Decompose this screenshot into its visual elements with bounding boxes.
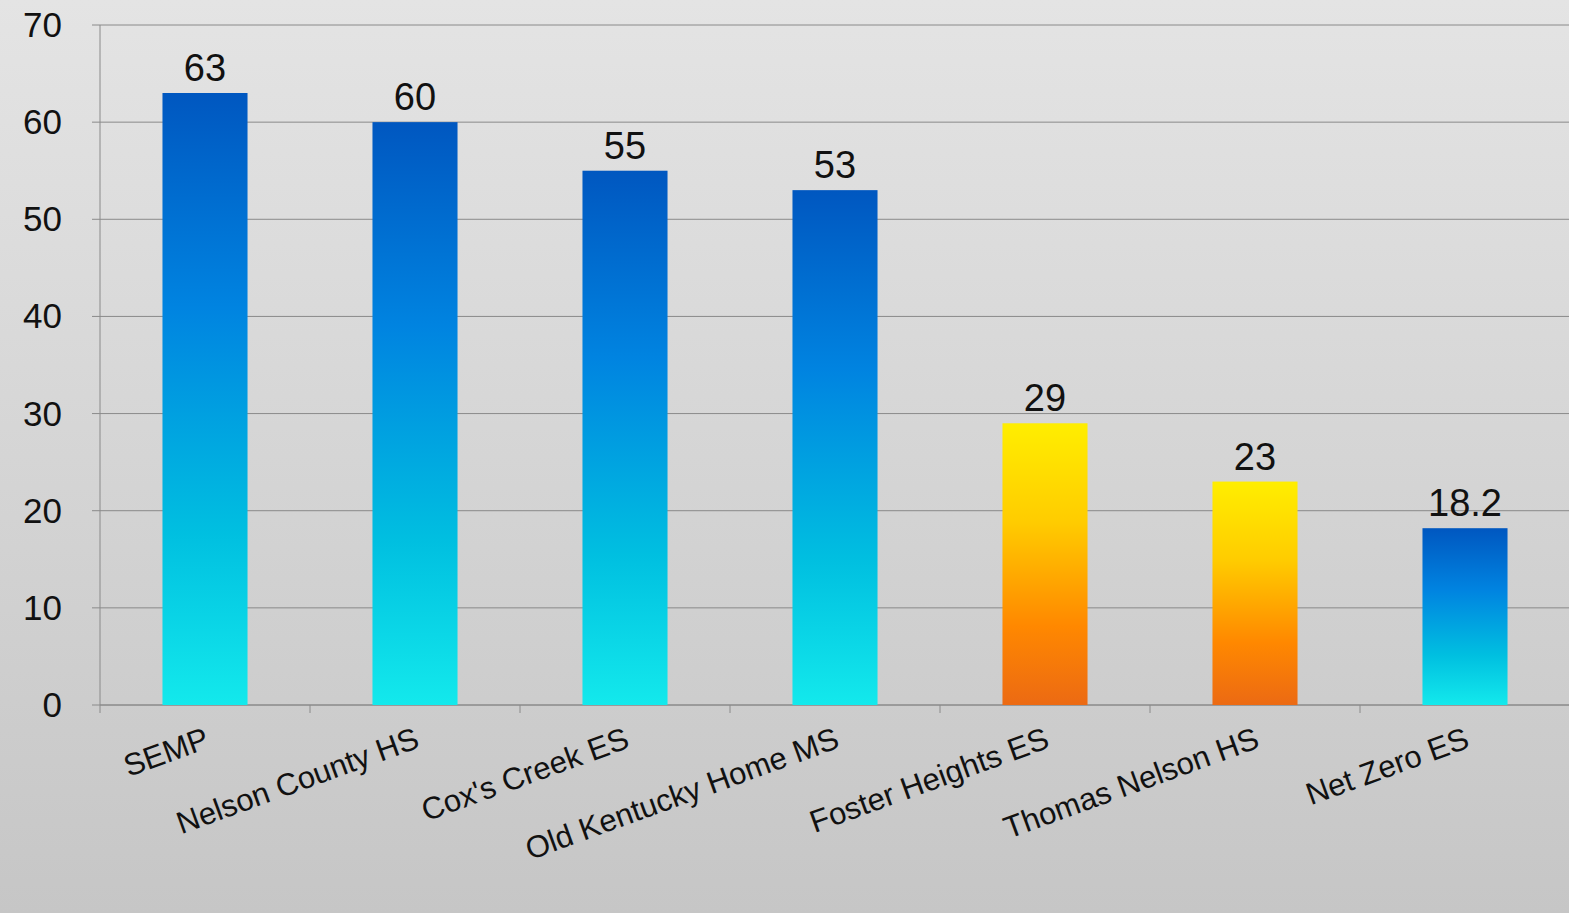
grid: 0 10 20 30 40 50 60 70 (23, 5, 1569, 724)
data-label: 53 (814, 144, 856, 186)
x-tick-label: SEMP (119, 721, 214, 784)
bar (1212, 482, 1297, 705)
bars (162, 93, 1507, 705)
y-tick-label: 60 (23, 102, 62, 141)
y-tick-label: 40 (23, 296, 62, 335)
data-label: 18.2 (1428, 482, 1502, 524)
y-tick-label: 20 (23, 491, 62, 530)
data-label: 63 (184, 47, 226, 89)
grid-line (100, 25, 1569, 26)
x-separator (1360, 705, 1361, 713)
x-tick-label: Old Kentucky Home MS (521, 721, 844, 867)
y-tick (92, 316, 100, 317)
y-tick-label: 0 (43, 685, 62, 724)
bar (162, 93, 247, 705)
x-tick-label: Thomas Nelson HS (999, 721, 1264, 846)
bar (1422, 528, 1507, 705)
x-tick-label: Net Zero ES (1301, 721, 1473, 812)
x-separator (310, 705, 311, 713)
data-label: 29 (1024, 377, 1066, 419)
x-separator (730, 705, 731, 713)
chart: 0 10 20 30 40 50 60 70 63 SEMP 60 Nelson County HS 5… (0, 0, 1569, 913)
x-separator (1150, 705, 1151, 713)
y-tick-label: 10 (23, 588, 62, 627)
y-tick-label: 30 (23, 394, 62, 433)
bar (792, 190, 877, 705)
y-tick (92, 219, 100, 220)
y-tick (92, 25, 100, 26)
bar (582, 171, 667, 705)
y-tick-label: 50 (23, 199, 62, 238)
data-label: 23 (1234, 436, 1276, 478)
y-tick (92, 413, 100, 414)
x-tick-label: Nelson County HS (172, 721, 424, 841)
bar (1002, 423, 1087, 705)
grid-line (100, 122, 1569, 123)
bar (372, 122, 457, 705)
y-tick (92, 122, 100, 123)
y-tick (92, 510, 100, 511)
y-tick (92, 607, 100, 608)
x-separator (100, 705, 101, 713)
x-separator (520, 705, 521, 713)
labels: 63SEMP60Nelson County HS55Cox's Creek ES… (119, 47, 1502, 867)
y-axis (100, 25, 101, 705)
y-tick (92, 705, 100, 706)
data-label: 55 (604, 125, 646, 167)
page: {"chart_data": {"type": "bar", "categori… (0, 0, 1569, 913)
y-tick-label: 70 (23, 5, 62, 44)
x-separator (940, 705, 941, 713)
data-label: 60 (394, 76, 436, 118)
